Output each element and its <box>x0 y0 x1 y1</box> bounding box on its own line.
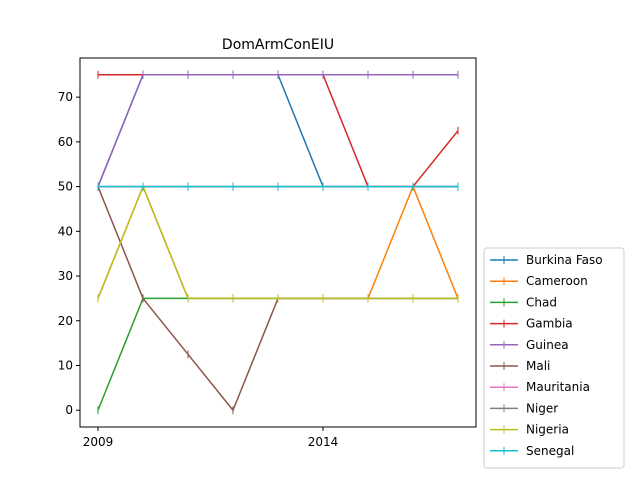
legend-label: Gambia <box>526 317 573 331</box>
y-tick-label: 50 <box>58 180 73 194</box>
legend-entry: Gambia <box>490 317 573 331</box>
series-line <box>97 74 458 187</box>
series-line <box>97 74 458 188</box>
legend-entry: Senegal <box>490 444 574 458</box>
legend-label: Niger <box>526 401 558 415</box>
series-line <box>97 185 458 300</box>
series-guinea <box>97 70 459 191</box>
legend-label: Guinea <box>526 338 569 352</box>
series-senegal <box>97 182 459 191</box>
plot-area: 0 10 20 30 40 50 60 70 2009 2014 <box>58 57 477 449</box>
legend-label: Mali <box>526 359 550 373</box>
y-tick-label: 60 <box>58 135 73 149</box>
y-tick-label: 10 <box>58 359 73 373</box>
y-tick-label: 70 <box>58 90 73 104</box>
series-gambia <box>97 70 459 191</box>
x-tick-label: 2009 <box>83 435 114 449</box>
series-nigeria <box>97 182 459 303</box>
y-tick-label: 30 <box>58 269 73 283</box>
legend-label: Nigeria <box>526 423 569 437</box>
legend-entry: Niger <box>490 401 558 415</box>
chart-title: DomArmConEIU <box>222 37 334 53</box>
legend-label: Chad <box>526 295 557 309</box>
series-line <box>97 297 458 411</box>
legend-entry: Burkina Faso <box>490 253 603 267</box>
series-line <box>97 185 459 300</box>
series-line <box>98 74 459 188</box>
legend-label: Burkina Faso <box>526 253 603 267</box>
legend-entry: Mali <box>490 359 550 373</box>
series-burkina-faso <box>97 70 459 191</box>
legend: Burkina Faso Cameroon Chad Gambia Guinea Mali… <box>483 247 625 469</box>
legend-entry: Guinea <box>490 338 569 352</box>
axes-frame <box>79 57 477 428</box>
legend-entry: Mauritania <box>490 380 590 394</box>
series-chad <box>97 294 459 415</box>
legend-entry: Cameroon <box>490 274 588 288</box>
legend-entry: Nigeria <box>490 423 569 437</box>
y-tick-label: 40 <box>58 224 73 238</box>
legend-entry: Chad <box>490 295 557 309</box>
legend-label: Mauritania <box>526 380 590 394</box>
legend-label: Senegal <box>526 444 574 458</box>
legend-label: Cameroon <box>526 274 588 288</box>
legend-box <box>483 247 625 469</box>
x-tick-label: 2014 <box>308 435 339 449</box>
series-cameroon <box>97 182 459 303</box>
y-tick-label: 0 <box>65 403 73 417</box>
y-tick-label: 20 <box>58 314 73 328</box>
